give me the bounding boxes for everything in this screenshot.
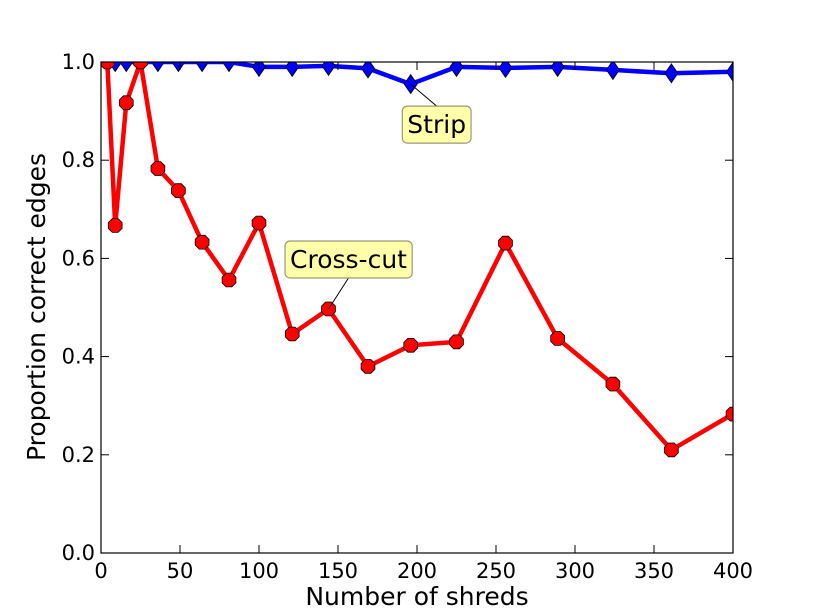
- annotation-cross-cut: Cross-cut: [284, 240, 413, 310]
- data-point-cross-cut: [150, 161, 166, 176]
- x-tick-label: 300: [555, 559, 595, 583]
- series-cross-cut: [101, 62, 733, 458]
- series-strip: [101, 62, 733, 95]
- data-point-cross-cut: [550, 331, 565, 346]
- data-point-cross-cut: [133, 62, 148, 70]
- data-point-cross-cut: [605, 376, 621, 392]
- x-tick-label: 50: [167, 559, 194, 583]
- data-point-strip: [550, 62, 565, 78]
- data-point-cross-cut: [119, 95, 134, 111]
- x-tick-label: 100: [239, 559, 279, 583]
- data-point-strip: [498, 62, 513, 79]
- tick-layer: 0 50 100 150 200 250 300 350 400 0.0 0.2 0.4 0.6 0.8 1…: [62, 50, 753, 583]
- data-point-strip: [119, 62, 134, 73]
- data-point-strip: [449, 62, 464, 78]
- data-point-strip: [195, 62, 210, 73]
- annotation-box: [284, 240, 413, 279]
- y-tick-label: 0.8: [62, 148, 95, 172]
- data-point-strip: [150, 62, 165, 73]
- annotation-strip: Strip: [401, 83, 472, 144]
- data-point-cross-cut: [101, 62, 115, 70]
- data-point-cross-cut: [284, 326, 300, 342]
- data-point-strip: [361, 62, 375, 79]
- x-tick-label: 200: [397, 559, 437, 583]
- annotation-label: Strip: [407, 110, 466, 139]
- annotation-leader-line: [410, 83, 438, 107]
- data-point-cross-cut: [221, 272, 237, 288]
- x-axis-label: Number of shreds: [305, 582, 528, 611]
- data-point-cross-cut: [360, 359, 376, 374]
- data-point-strip: [321, 62, 336, 77]
- annotation-box: [401, 105, 472, 144]
- data-point-cross-cut: [171, 183, 186, 199]
- series-layer: [101, 62, 733, 458]
- y-tick-label: 0.4: [62, 345, 95, 369]
- data-point-strip: [605, 62, 620, 81]
- data-point-cross-cut: [107, 218, 123, 233]
- data-point-strip: [726, 62, 733, 83]
- plot-background: [101, 62, 733, 553]
- y-tick-label: 1.0: [62, 50, 95, 74]
- y-tick-label: 0.2: [62, 443, 95, 467]
- data-point-strip: [664, 63, 679, 84]
- data-point-cross-cut: [725, 406, 733, 422]
- data-point-cross-cut: [251, 215, 267, 231]
- x-tick-label: 250: [476, 559, 516, 583]
- x-tick-label: 150: [318, 559, 358, 583]
- annotation-label: Cross-cut: [290, 245, 407, 274]
- data-point-cross-cut: [664, 442, 679, 458]
- x-tick-label: 400: [713, 559, 753, 583]
- data-point-cross-cut: [449, 334, 464, 350]
- x-tick-label: 350: [634, 559, 674, 583]
- data-point-strip: [222, 62, 236, 73]
- annotation-leader-line: [328, 277, 349, 310]
- data-point-strip: [285, 62, 300, 78]
- y-axis-label: Proportion correct edges: [22, 153, 51, 461]
- annotation-layer: Strip Cross-cut: [284, 83, 472, 310]
- data-point-cross-cut: [498, 235, 513, 251]
- data-point-cross-cut: [194, 234, 210, 250]
- x-tick-label: 0: [94, 559, 107, 583]
- y-tick-label: 0.6: [62, 246, 95, 270]
- data-point-strip: [171, 62, 186, 73]
- y-tick-label: 0.0: [62, 541, 95, 565]
- data-point-cross-cut: [403, 337, 419, 353]
